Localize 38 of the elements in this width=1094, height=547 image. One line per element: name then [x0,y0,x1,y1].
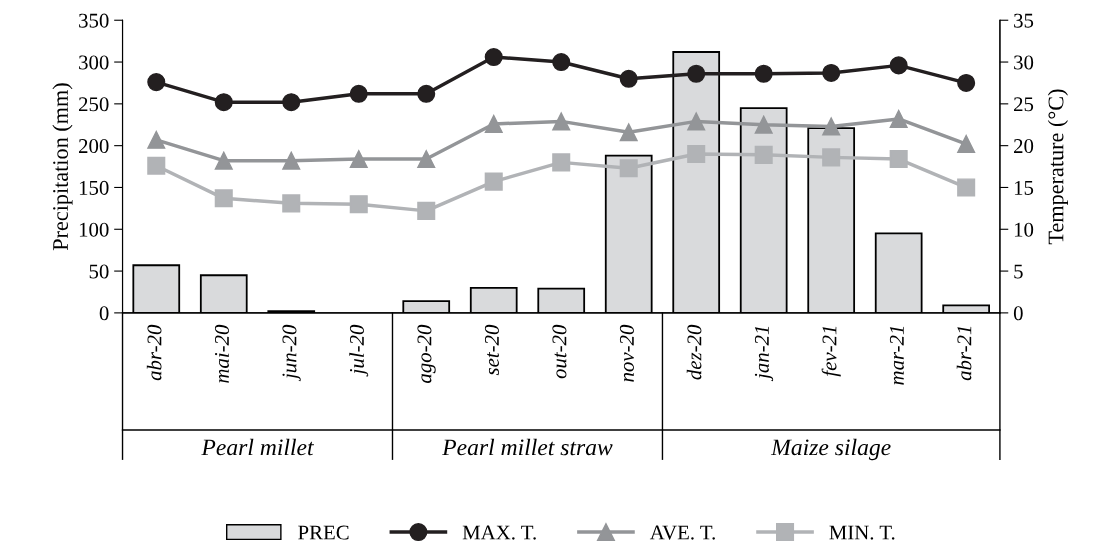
legend-label: AVE. T. [649,525,715,540]
x-tick-label: abr-21 [956,326,972,381]
legend-label: MIN. T. [829,525,895,540]
x-tick-label: jul-20 [349,324,369,377]
x-tick-label: abr-20 [146,324,162,381]
x-tick-label: out-20 [552,324,567,379]
y-tick-label: 250 [79,97,109,112]
legend-label: MAX. T. [462,525,536,540]
y-tick-label: 50 [89,264,109,279]
x-tick-label: dez-20 [686,324,702,380]
y2-tick-label: 25 [1014,97,1034,112]
x-tick-label: fev-21 [821,326,841,377]
x-tick-label: mar-21 [889,326,904,385]
text: Pearl millet straw [442,438,613,456]
y2-tick-label: 0 [1013,306,1023,321]
x-tick-label: mai-20 [214,324,229,383]
legend-label: PREC [298,525,349,540]
y-tick-label: 300 [79,55,109,70]
x-tick-label: nov-20 [619,324,634,382]
y-tick-label: 200 [79,139,109,154]
y2-tick-label: 30 [1014,55,1034,70]
y2-tick-label: 20 [1014,139,1034,154]
y-tick-label: 150 [79,180,109,195]
y-tick-label: 350 [79,13,109,28]
y2-axis-title: Temperature (°C) [1047,89,1068,245]
x-tick-label: set-20 [484,324,499,376]
y2-tick-label: 5 [1014,264,1023,279]
x-tick-label: ago-20 [417,324,436,383]
x-tick-label: jan-21 [754,326,774,382]
y2-tick-label: 35 [1014,13,1034,28]
text: Pearl millet [201,438,315,456]
y2-tick-label: 10 [1014,222,1034,237]
y-tick-label: 0 [99,306,109,321]
text: Maize silage [770,438,891,461]
x-tick-label: jun-20 [282,324,301,382]
y-axis-title: Precipitation (mm) [52,83,73,251]
y2-tick-label: 15 [1014,180,1034,195]
y-tick-label: 100 [79,222,109,237]
